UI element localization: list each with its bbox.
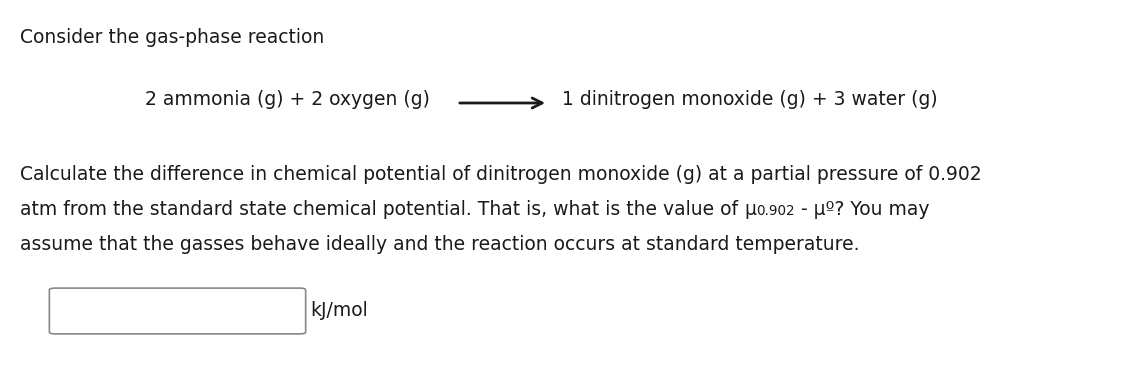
Text: assume that the gasses behave ideally and the reaction occurs at standard temper: assume that the gasses behave ideally an… [20, 235, 860, 254]
Text: - μº? You may: - μº? You may [794, 200, 929, 219]
Text: 0.902: 0.902 [756, 204, 794, 218]
Text: kJ/mol: kJ/mol [310, 302, 368, 320]
Text: atm from the standard state chemical potential. That is, what is the value of: atm from the standard state chemical pot… [20, 200, 744, 219]
Text: Consider the gas-phase reaction: Consider the gas-phase reaction [20, 28, 324, 47]
Text: 1 dinitrogen monoxide (g) + 3 water (g): 1 dinitrogen monoxide (g) + 3 water (g) [562, 90, 937, 109]
Text: Calculate the difference in chemical potential of dinitrogen monoxide (g) at a p: Calculate the difference in chemical pot… [20, 165, 981, 184]
Text: 2 ammonia (g) + 2 oxygen (g): 2 ammonia (g) + 2 oxygen (g) [146, 90, 430, 109]
FancyBboxPatch shape [50, 288, 306, 334]
Text: μ: μ [744, 200, 756, 219]
